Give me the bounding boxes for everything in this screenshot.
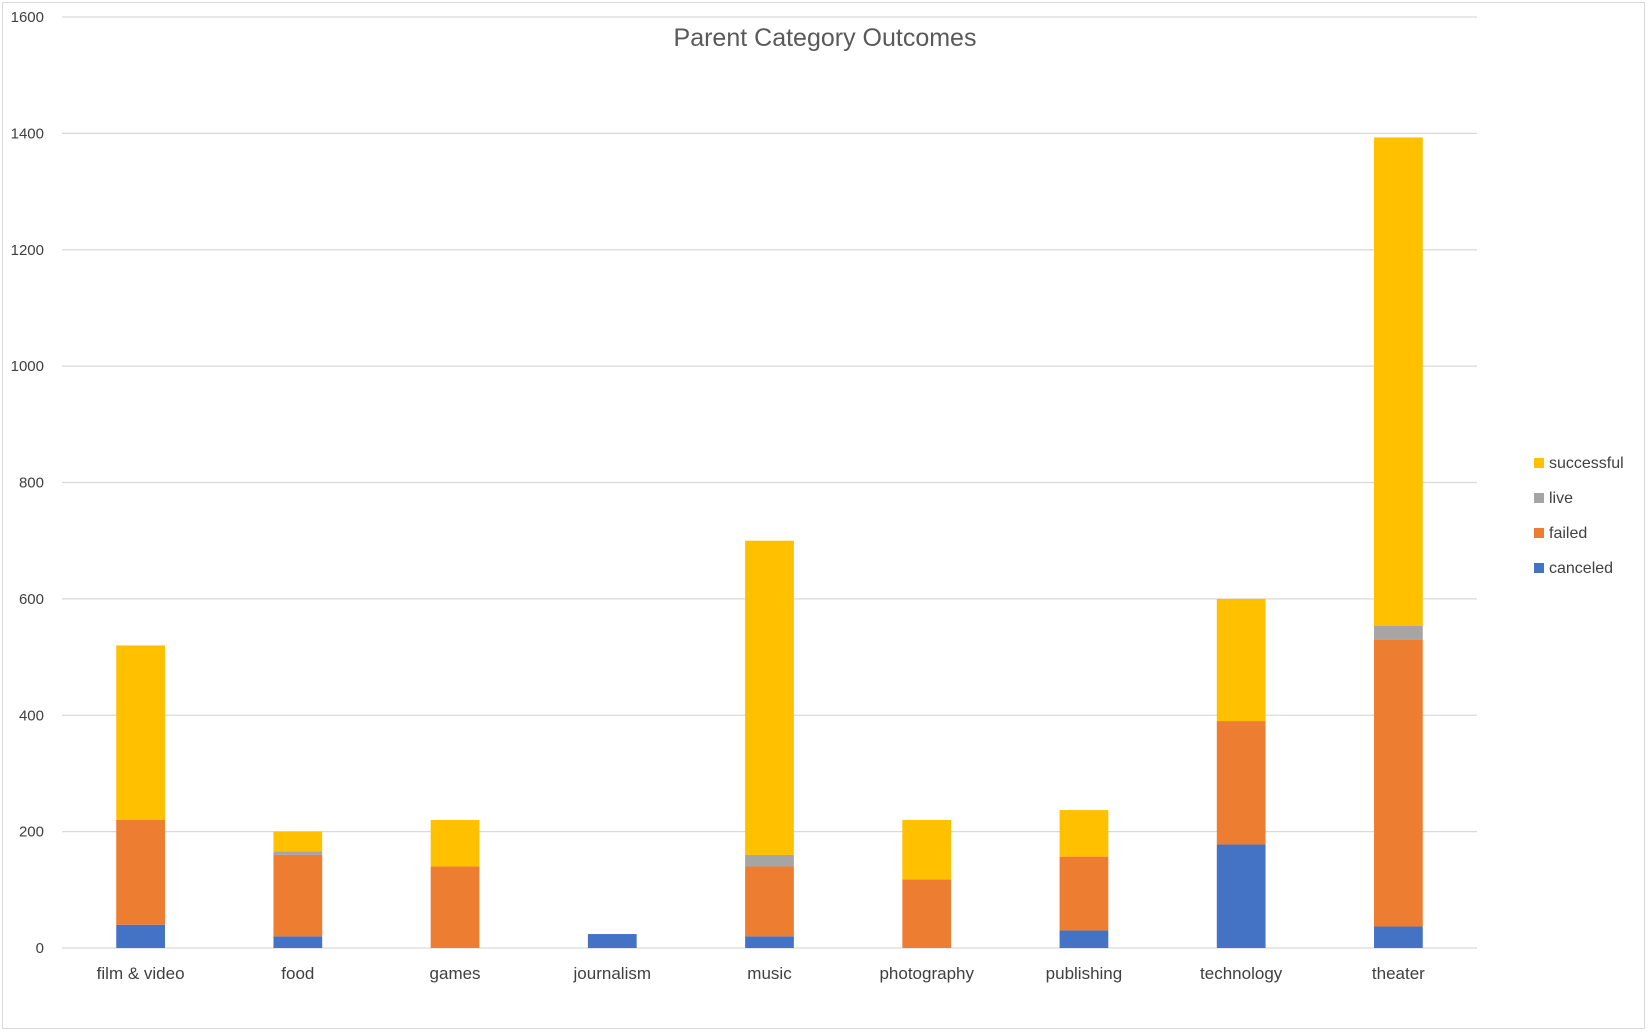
bar-successful-film-video (116, 645, 165, 820)
y-axis-ticks: 0 200 400 600 800 1000 1200 1400 1600 (11, 9, 44, 957)
bar-failed-music (745, 866, 794, 937)
legend-label-live: live (1549, 490, 1573, 507)
legend-label-failed: failed (1549, 525, 1587, 542)
bar-canceled-technology (1216, 844, 1266, 948)
bar-canceled-publishing (1059, 930, 1109, 948)
legend-swatch-failed (1534, 528, 1544, 538)
bar-successful-publishing (1059, 810, 1109, 857)
y-tick-label: 1200 (11, 242, 44, 259)
bar-failed-photography (902, 879, 952, 948)
legend-label-canceled: canceled (1549, 560, 1613, 577)
bar-canceled-theater (1374, 926, 1423, 948)
y-tick-label: 1400 (11, 125, 44, 142)
x-tick-label: theater (1372, 964, 1425, 983)
bar-successful-photography (902, 819, 952, 880)
bar-live-theater (1374, 625, 1423, 640)
x-tick-label: journalism (573, 964, 651, 983)
legend: successful live failed canceled (1534, 455, 1624, 577)
x-tick-label: technology (1200, 964, 1283, 983)
bar-failed-food (273, 854, 323, 937)
bar-canceled-film-video (116, 924, 165, 948)
y-tick-label: 800 (19, 475, 44, 492)
bar-successful-theater (1374, 137, 1423, 626)
bar-successful-music (745, 540, 794, 855)
legend-label-successful: successful (1549, 455, 1624, 472)
chart-title: Parent Category Outcomes (674, 24, 977, 52)
y-tick-label: 0 (36, 940, 44, 957)
y-tick-label: 1000 (11, 358, 44, 375)
bar-failed-theater (1374, 639, 1423, 927)
bar-canceled-journalism (587, 934, 637, 948)
legend-swatch-successful (1534, 458, 1544, 468)
x-tick-label: games (430, 964, 481, 983)
x-tick-label: music (747, 964, 792, 983)
y-tick-label: 400 (19, 707, 44, 724)
legend-swatch-canceled (1534, 563, 1544, 573)
bar-failed-technology (1216, 721, 1266, 845)
bars (116, 137, 1423, 948)
bar-failed-publishing (1059, 856, 1109, 931)
bar-successful-technology (1216, 598, 1266, 722)
bar-live-music (745, 854, 794, 867)
y-tick-label: 1600 (11, 9, 44, 26)
x-tick-label: film & video (97, 964, 185, 983)
bar-failed-film-video (116, 819, 165, 925)
x-tick-label: publishing (1046, 964, 1123, 983)
y-tick-label: 600 (19, 591, 44, 608)
bar-successful-games (430, 819, 480, 867)
x-tick-label: photography (879, 964, 974, 983)
x-tick-label: food (281, 964, 314, 983)
bar-canceled-food (273, 936, 323, 948)
x-axis-ticks: film & video food games journalism music phot… (97, 964, 1426, 983)
bar-canceled-music (745, 936, 794, 948)
y-tick-label: 200 (19, 824, 44, 841)
legend-swatch-live (1534, 493, 1544, 503)
bar-successful-food (273, 831, 323, 852)
bar-failed-games (430, 866, 480, 948)
bar-live-food (273, 851, 323, 855)
